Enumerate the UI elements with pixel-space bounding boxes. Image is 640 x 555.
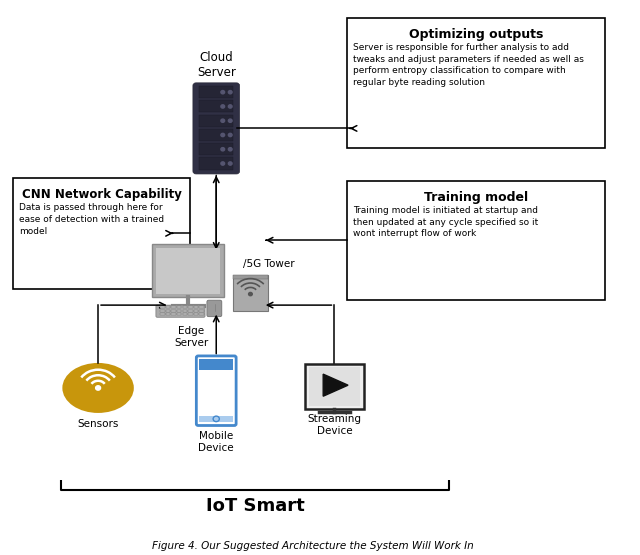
FancyBboxPatch shape	[200, 416, 233, 422]
FancyBboxPatch shape	[182, 306, 187, 309]
FancyBboxPatch shape	[199, 86, 234, 98]
FancyBboxPatch shape	[177, 313, 181, 315]
FancyBboxPatch shape	[199, 129, 234, 141]
FancyBboxPatch shape	[194, 306, 198, 309]
FancyBboxPatch shape	[200, 313, 204, 315]
FancyBboxPatch shape	[234, 275, 268, 311]
FancyBboxPatch shape	[347, 18, 605, 148]
FancyBboxPatch shape	[156, 248, 220, 294]
Text: Figure 4. Our Suggested Architecture the System Will Work In: Figure 4. Our Suggested Architecture the…	[152, 541, 474, 551]
Text: Optimizing outputs: Optimizing outputs	[408, 28, 543, 41]
FancyBboxPatch shape	[177, 306, 181, 309]
FancyBboxPatch shape	[200, 306, 204, 309]
FancyBboxPatch shape	[347, 181, 605, 300]
FancyBboxPatch shape	[13, 178, 190, 289]
FancyBboxPatch shape	[177, 310, 181, 312]
Text: Edge
Server: Edge Server	[174, 326, 209, 347]
FancyBboxPatch shape	[199, 158, 234, 169]
Text: Data is passed through here for
ease of detection with a trained
model: Data is passed through here for ease of …	[19, 203, 164, 235]
Circle shape	[228, 90, 232, 94]
Circle shape	[221, 105, 225, 108]
FancyBboxPatch shape	[172, 313, 176, 315]
FancyBboxPatch shape	[200, 310, 204, 312]
Circle shape	[221, 148, 225, 151]
Circle shape	[221, 119, 225, 122]
FancyBboxPatch shape	[193, 83, 239, 174]
Circle shape	[228, 133, 232, 137]
Text: Server is responsible for further analysis to add
tweaks and adjust parameters i: Server is responsible for further analys…	[353, 43, 584, 87]
FancyBboxPatch shape	[305, 364, 364, 409]
FancyBboxPatch shape	[194, 310, 198, 312]
Text: Mobile
Device: Mobile Device	[198, 431, 234, 453]
FancyBboxPatch shape	[166, 306, 170, 309]
FancyBboxPatch shape	[182, 313, 187, 315]
Circle shape	[221, 133, 225, 137]
Circle shape	[228, 148, 232, 151]
Circle shape	[248, 292, 252, 296]
FancyBboxPatch shape	[166, 310, 170, 312]
FancyBboxPatch shape	[199, 100, 234, 113]
FancyBboxPatch shape	[152, 244, 224, 297]
FancyBboxPatch shape	[172, 306, 176, 309]
FancyBboxPatch shape	[188, 313, 193, 315]
FancyBboxPatch shape	[166, 313, 170, 315]
Polygon shape	[323, 374, 348, 396]
Text: Streaming
Device: Streaming Device	[307, 415, 362, 436]
Text: CNN Network Capability: CNN Network Capability	[22, 188, 182, 201]
FancyBboxPatch shape	[199, 115, 234, 127]
FancyBboxPatch shape	[200, 359, 233, 370]
FancyBboxPatch shape	[196, 356, 236, 426]
FancyBboxPatch shape	[160, 310, 164, 312]
Ellipse shape	[64, 365, 132, 411]
FancyBboxPatch shape	[182, 310, 187, 312]
Text: Training model is initiated at startup and
then updated at any cycle specified s: Training model is initiated at startup a…	[353, 206, 538, 238]
Text: Cloud
Server: Cloud Server	[196, 51, 236, 79]
Circle shape	[228, 105, 232, 108]
Circle shape	[95, 386, 100, 390]
Text: Training model: Training model	[424, 191, 528, 204]
Circle shape	[228, 162, 232, 165]
FancyBboxPatch shape	[199, 143, 234, 155]
Text: IoT Smart: IoT Smart	[205, 497, 305, 514]
FancyBboxPatch shape	[156, 305, 205, 317]
FancyBboxPatch shape	[308, 367, 360, 406]
Circle shape	[228, 119, 232, 122]
Circle shape	[221, 162, 225, 165]
FancyBboxPatch shape	[160, 313, 164, 315]
FancyBboxPatch shape	[172, 310, 176, 312]
FancyBboxPatch shape	[188, 310, 193, 312]
FancyBboxPatch shape	[188, 306, 193, 309]
Text: Sensors: Sensors	[77, 419, 119, 429]
FancyBboxPatch shape	[234, 275, 268, 279]
FancyBboxPatch shape	[160, 306, 164, 309]
FancyBboxPatch shape	[207, 300, 222, 317]
FancyBboxPatch shape	[194, 313, 198, 315]
Circle shape	[221, 90, 225, 94]
Text: /5G Tower: /5G Tower	[243, 259, 295, 269]
